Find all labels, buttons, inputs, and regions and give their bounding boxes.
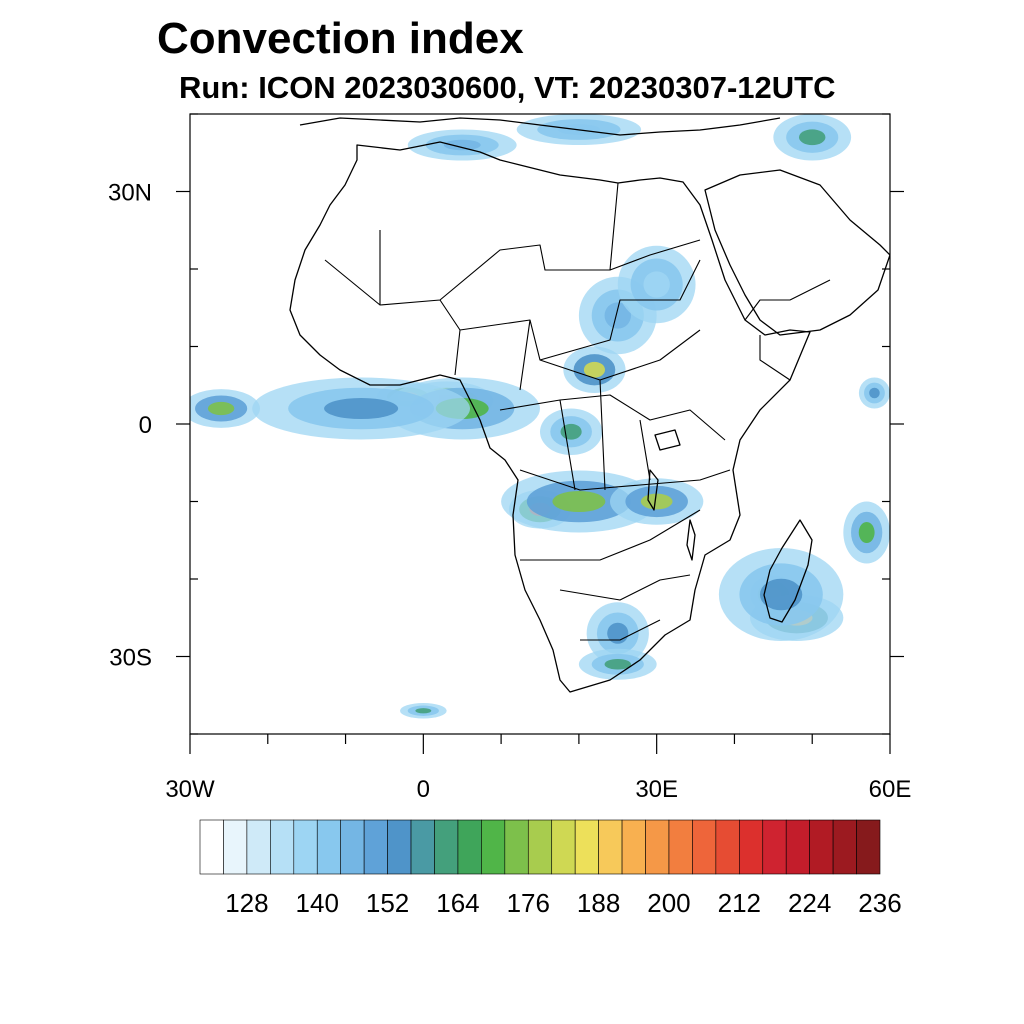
africa-coastline	[289, 141, 811, 693]
colorbar-swatch	[668, 819, 693, 875]
coastlines	[289, 117, 890, 693]
colorbar-label: 128	[225, 888, 268, 918]
convection-cell-13	[604, 302, 631, 329]
colorbar-label: 224	[788, 888, 831, 918]
lat-tick-label: 30N	[108, 180, 152, 207]
colorbar-swatch	[434, 819, 459, 875]
axis-tick-labels: 30N 0 30S 30W 0 30E 60E	[108, 180, 911, 804]
country-borders	[324, 182, 831, 641]
colorbar-swatch	[739, 819, 764, 875]
convection-field	[190, 114, 890, 719]
colorbar-swatch	[762, 819, 787, 875]
lat-tick-label: 0	[139, 412, 152, 439]
convection-cell-10	[759, 578, 803, 611]
convection-cell-11	[858, 521, 875, 544]
lake-malawi	[686, 519, 696, 561]
colorbar-swatch	[574, 819, 599, 875]
convection-cell-6	[552, 490, 606, 513]
colorbar-swatch	[340, 819, 365, 875]
colorbar-swatch	[270, 819, 295, 875]
colorbar-swatch	[692, 819, 717, 875]
colorbar-swatch	[645, 819, 670, 875]
colorbar-label: 236	[858, 888, 901, 918]
colorbar-swatch	[809, 819, 834, 875]
colorbar-swatch	[363, 819, 388, 875]
colorbar-swatch	[832, 819, 857, 875]
convection-cell-3	[324, 397, 399, 420]
colorbar-swatch	[527, 819, 553, 875]
convection-cell-12	[583, 361, 606, 378]
colorbar-swatch	[551, 819, 576, 875]
colorbar-labels: 128 140 152 164 176 188 200 212 224 236	[225, 888, 901, 918]
colorbar-label: 152	[366, 888, 409, 918]
madagascar-coastline	[763, 519, 813, 623]
colorbar-swatch	[293, 819, 318, 875]
colorbar-swatch	[199, 819, 224, 875]
colorbar-swatch	[457, 819, 482, 875]
colorbar-label: 188	[577, 888, 620, 918]
colorbar-swatch	[621, 819, 646, 875]
convection-cell-16	[604, 658, 631, 670]
colorbar-swatch	[387, 819, 412, 875]
lake-victoria	[654, 429, 681, 451]
europe-coastline	[299, 117, 781, 136]
convection-cell-22	[560, 423, 582, 440]
colorbar-swatch	[410, 819, 435, 875]
colorbar-swatch	[715, 819, 740, 875]
convection-cell-20	[869, 387, 880, 399]
chart-title: Convection index	[157, 14, 524, 63]
lat-tick-label: 30S	[109, 645, 152, 672]
convection-cell-14	[643, 271, 670, 298]
colorbar-swatch	[246, 819, 271, 875]
convection-cell-4	[207, 401, 235, 416]
lon-tick-label: 30W	[165, 776, 215, 803]
colorbar-label: 176	[507, 888, 550, 918]
convection-cell-17	[443, 139, 481, 151]
colorbar-label: 212	[718, 888, 761, 918]
convection-cell-15	[607, 622, 629, 644]
convection-cell-19	[799, 129, 826, 146]
colorbar-swatch	[785, 819, 810, 875]
arabia-coastline	[704, 169, 890, 336]
colorbar-label: 140	[296, 888, 339, 918]
convection-cell-21	[415, 708, 432, 714]
colorbar-label: 164	[436, 888, 479, 918]
axis-ticks	[176, 113, 904, 754]
colorbar-swatch	[598, 819, 623, 875]
lon-tick-label: 0	[417, 776, 430, 803]
chart-subtitle: Run: ICON 2023030600, VT: 20230307-12UTC	[179, 70, 836, 105]
lon-tick-label: 60E	[869, 776, 912, 803]
lon-tick-label: 30E	[635, 776, 678, 803]
colorbar-swatch	[223, 819, 248, 875]
colorbar-swatch	[504, 819, 529, 875]
colorbar	[199, 819, 881, 875]
colorbar-swatch	[316, 819, 341, 875]
lake-tanganyika	[647, 469, 659, 511]
convection-cell-7	[640, 493, 673, 510]
colorbar-label: 200	[647, 888, 690, 918]
colorbar-swatch	[481, 819, 506, 875]
colorbar-swatch	[856, 819, 881, 875]
